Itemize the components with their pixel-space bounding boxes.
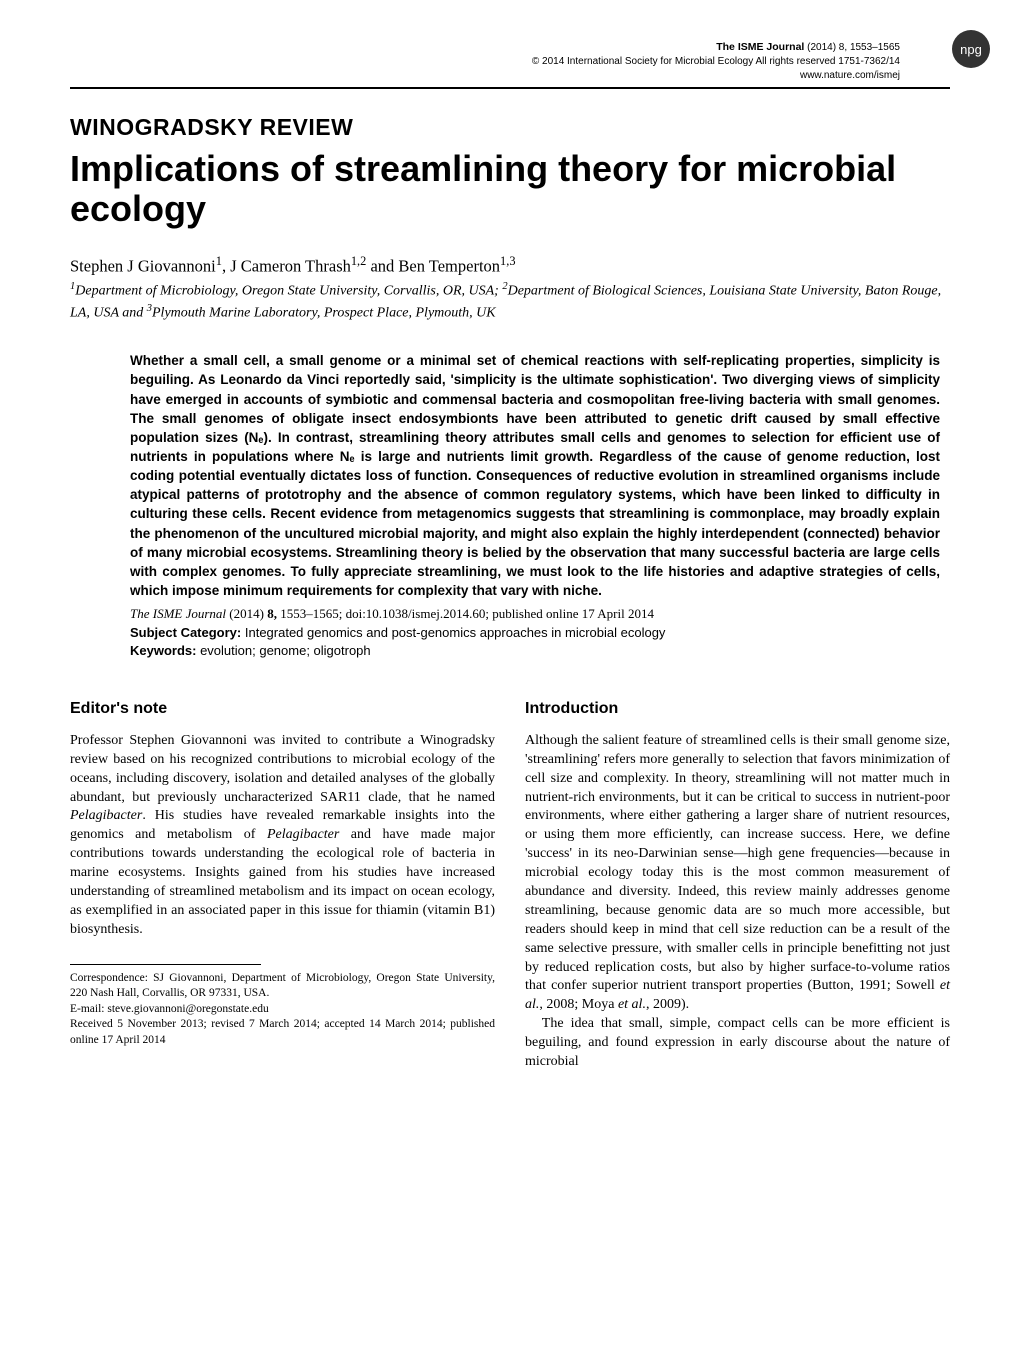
- subject-text: Integrated genomics and post-genomics ap…: [241, 625, 665, 640]
- columns: Editor's note Professor Stephen Giovanno…: [70, 698, 950, 1072]
- header-meta: The ISME Journal (2014) 8, 1553–1565 © 2…: [70, 40, 900, 83]
- review-type: WINOGRADSKY REVIEW: [70, 114, 950, 141]
- journal-pages: 1553–1565: [850, 42, 900, 53]
- editors-note-heading: Editor's note: [70, 698, 495, 720]
- npg-badge: npg: [952, 30, 990, 68]
- affiliations: 1Department of Microbiology, Oregon Stat…: [70, 280, 950, 323]
- citation-journal: The ISME Journal: [130, 606, 226, 621]
- email: E-mail: steve.giovannoni@oregonstate.edu: [70, 1002, 495, 1018]
- journal-year-vol: (2014) 8,: [807, 42, 847, 53]
- header-rule: [70, 87, 950, 89]
- footer-rule: [70, 964, 261, 965]
- keywords-text: evolution; genome; oligotroph: [196, 643, 370, 658]
- introduction-heading: Introduction: [525, 698, 950, 720]
- article-title: Implications of streamlining theory for …: [70, 149, 950, 230]
- subject-line: Subject Category: Integrated genomics an…: [130, 625, 950, 640]
- citation-line: The ISME Journal (2014) 8, 1553–1565; do…: [130, 606, 950, 622]
- journal-url: www.nature.com/ismej: [800, 70, 900, 81]
- editors-note-body: Professor Stephen Giovannoni was invited…: [70, 732, 495, 940]
- journal-name: The ISME Journal: [716, 41, 804, 53]
- right-column: Introduction Although the salient featur…: [525, 698, 950, 1072]
- keywords-line: Keywords: evolution; genome; oligotroph: [130, 643, 950, 658]
- keywords-label: Keywords:: [130, 643, 196, 658]
- correspondence: Correspondence: SJ Giovannoni, Departmen…: [70, 971, 495, 1002]
- citation-volume: 8,: [267, 606, 277, 621]
- introduction-p1: Although the salient feature of streamli…: [525, 732, 950, 1015]
- copyright: © 2014 International Society for Microbi…: [532, 56, 900, 67]
- page: npg The ISME Journal (2014) 8, 1553–1565…: [0, 0, 1020, 1122]
- abstract: Whether a small cell, a small genome or …: [130, 351, 940, 600]
- introduction-p2: The idea that small, simple, compact cel…: [525, 1015, 950, 1072]
- left-column: Editor's note Professor Stephen Giovanno…: [70, 698, 495, 1072]
- subject-label: Subject Category:: [130, 625, 241, 640]
- authors: Stephen J Giovannoni1, J Cameron Thrash1…: [70, 254, 950, 277]
- received-dates: Received 5 November 2013; revised 7 Marc…: [70, 1017, 495, 1048]
- citation-details: (2014): [226, 606, 267, 621]
- citation-pages: 1553–1565; doi:10.1038/ismej.2014.60; pu…: [277, 606, 654, 621]
